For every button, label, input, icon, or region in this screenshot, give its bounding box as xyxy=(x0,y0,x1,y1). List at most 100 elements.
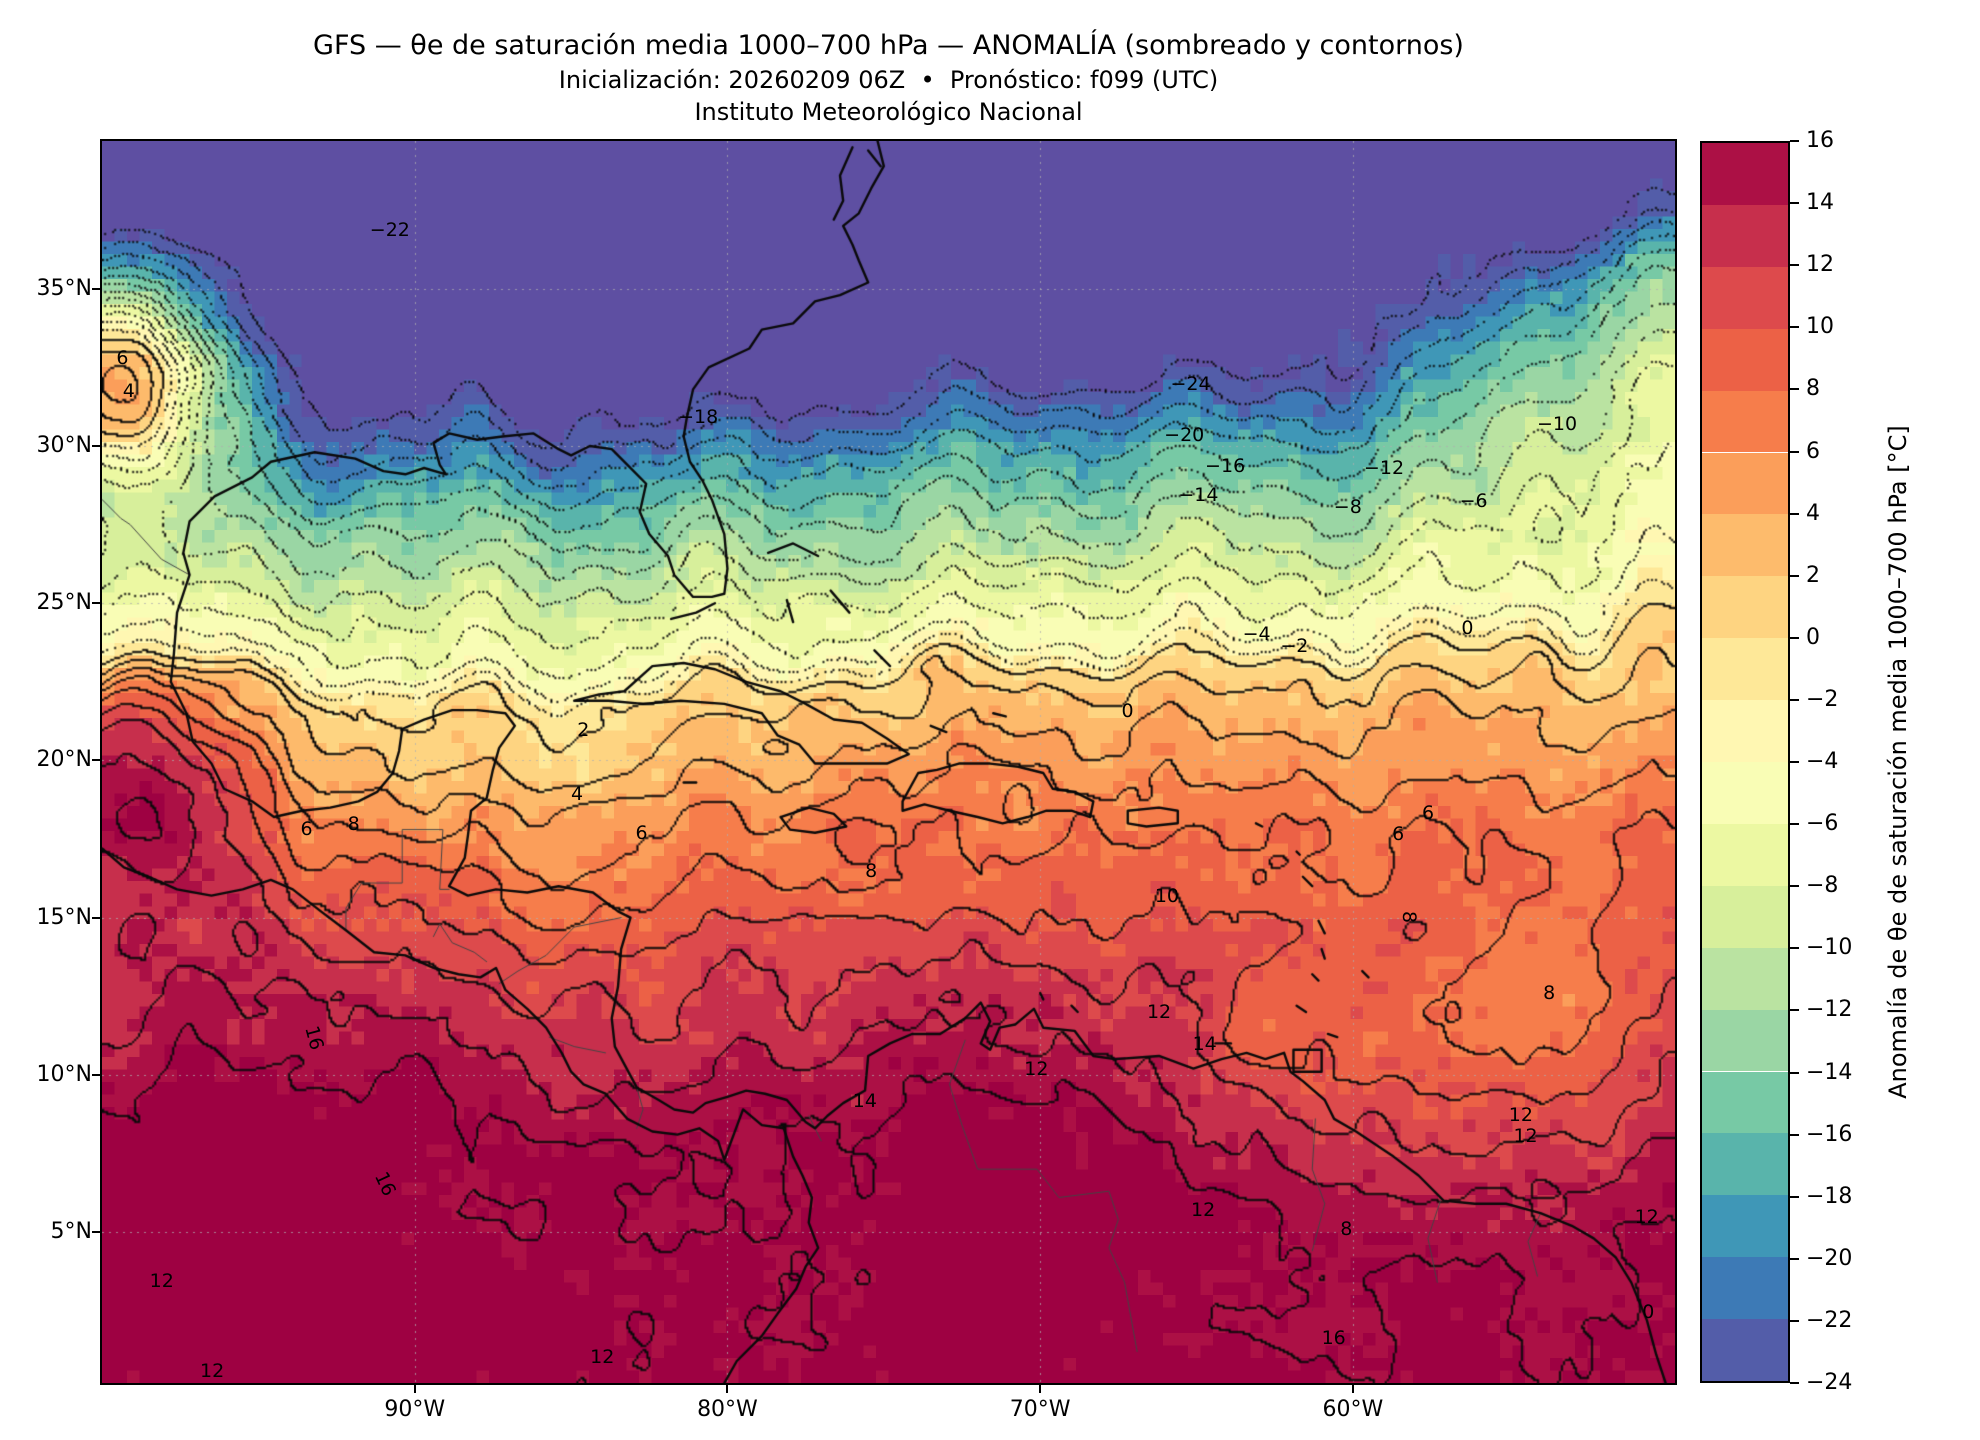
contour-label: 16 xyxy=(1321,1327,1346,1350)
contour-label: 8 xyxy=(1398,911,1421,924)
contour-label: −24 xyxy=(1170,373,1211,396)
lat-tick-label: 15°N xyxy=(36,904,92,930)
colorbar-tick-label: −2 xyxy=(1806,686,1839,712)
colorbar-cell xyxy=(1702,700,1788,762)
colorbar-tick-mark xyxy=(1790,202,1799,205)
contour-label: 12 xyxy=(1634,1205,1659,1228)
contour-label: 12 xyxy=(1191,1199,1216,1222)
colorbar-tick-mark xyxy=(1790,264,1799,267)
colorbar-tick-mark xyxy=(1790,823,1799,826)
contour-label: −14 xyxy=(1178,483,1219,506)
colorbar-tick-mark xyxy=(1790,947,1799,950)
contour-label: −20 xyxy=(1164,424,1205,447)
institution-line: Instituto Meteorológico Nacional xyxy=(694,98,1083,126)
contour-label: −4 xyxy=(1242,623,1271,646)
contour-label: 12 xyxy=(149,1270,174,1293)
colorbar-tick-mark xyxy=(1790,1071,1799,1074)
colorbar-tick-mark xyxy=(1790,1195,1799,1198)
contour-label: −16 xyxy=(1205,455,1246,478)
colorbar-tick-label: 12 xyxy=(1806,252,1834,278)
contour-label: 14 xyxy=(852,1090,877,1113)
contour-label: −6 xyxy=(1459,490,1488,513)
contour-label: 0 xyxy=(1121,700,1134,723)
contour-label: 8 xyxy=(865,860,878,883)
contour-label: 2 xyxy=(577,718,590,741)
colorbar-tick-mark xyxy=(1790,326,1799,329)
contour-label: 12 xyxy=(590,1345,615,1368)
contour-label: 0 xyxy=(1461,616,1474,639)
lat-tick-mark xyxy=(92,916,102,919)
colorbar-tick-mark xyxy=(1790,512,1799,515)
colorbar-tick-label: −16 xyxy=(1806,1121,1853,1147)
colorbar-cell xyxy=(1702,762,1788,824)
colorbar-tick-mark xyxy=(1790,1009,1799,1012)
colorbar-cell xyxy=(1702,328,1788,391)
colorbar-cell xyxy=(1702,390,1788,453)
colorbar-tick-label: −20 xyxy=(1806,1245,1853,1271)
colorbar-cell xyxy=(1702,823,1788,886)
colorbar-tick-label: 14 xyxy=(1806,190,1834,216)
colorbar-tick-label: −4 xyxy=(1806,749,1839,774)
colorbar-cell xyxy=(1702,576,1788,639)
colorbar-cell xyxy=(1702,1133,1788,1196)
contour-label: −18 xyxy=(678,405,719,428)
contour-label: 4 xyxy=(570,783,584,806)
lon-tick-label: 70°W xyxy=(1009,1397,1071,1422)
lon-tick-mark xyxy=(726,1383,729,1393)
contour-label: 8 xyxy=(1340,1217,1353,1240)
colorbar-tick-mark xyxy=(1790,388,1799,391)
colorbar-tick-label: −22 xyxy=(1806,1307,1853,1333)
colorbar-tick-mark xyxy=(1790,450,1799,453)
colorbar-cell xyxy=(1702,947,1788,1010)
lat-tick-mark xyxy=(92,1231,102,1234)
colorbar-tick-label: 6 xyxy=(1806,438,1820,464)
figure-titles: GFS — θe de saturación media 1000–700 hP… xyxy=(102,28,1675,128)
contour-label: 10 xyxy=(1154,885,1179,908)
figure-title: GFS — θe de saturación media 1000–700 hP… xyxy=(313,30,1464,61)
colorbar-tick-label: −8 xyxy=(1806,873,1839,899)
colorbar-tick-mark xyxy=(1790,698,1799,701)
colorbar xyxy=(1700,141,1790,1383)
contour-label: 12 xyxy=(1146,1000,1172,1023)
lat-tick-mark xyxy=(92,759,102,762)
lon-tick-label: 90°W xyxy=(384,1397,446,1422)
contour-label: −2 xyxy=(1280,635,1309,658)
contour-label: −22 xyxy=(369,219,410,242)
colorbar-label: Anomalía de θe de saturación media 1000–… xyxy=(1884,425,1912,1099)
lat-tick-label: 30°N xyxy=(36,432,92,458)
colorbar-tick-mark xyxy=(1790,636,1799,639)
colorbar-cell xyxy=(1702,1319,1788,1381)
lat-tick-label: 5°N xyxy=(50,1219,92,1245)
contour-label: −8 xyxy=(1333,496,1362,519)
lon-tick-label: 80°W xyxy=(697,1397,758,1422)
colorbar-tick-mark xyxy=(1790,1382,1799,1384)
contour-label: −12 xyxy=(1363,456,1405,479)
colorbar-cell xyxy=(1702,143,1788,205)
colorbar-tick-mark xyxy=(1790,1319,1799,1322)
lon-tick-mark xyxy=(1039,1383,1042,1393)
colorbar-tick-mark xyxy=(1790,574,1799,577)
colorbar-tick-label: 8 xyxy=(1806,376,1820,402)
colorbar-cell xyxy=(1702,1071,1788,1134)
colorbar-tick-mark xyxy=(1790,1257,1799,1260)
colorbar-cell xyxy=(1702,204,1788,267)
lat-tick-mark xyxy=(92,444,102,447)
contour-label: 12 xyxy=(200,1359,225,1382)
colorbar-cell xyxy=(1702,1195,1788,1258)
colorbar-tick-label: −6 xyxy=(1806,811,1839,837)
colorbar-tick-label: −10 xyxy=(1806,935,1853,961)
contour-label: 12 xyxy=(1024,1057,1049,1080)
coastlines-canvas xyxy=(102,141,1675,1383)
contour-label: 14 xyxy=(1192,1032,1217,1055)
colorbar-tick-label: −14 xyxy=(1806,1059,1853,1085)
colorbar-tick-label: 4 xyxy=(1806,500,1820,526)
colorbar-tick-mark xyxy=(1790,1133,1799,1136)
contour-label: 6 xyxy=(116,347,129,370)
lat-tick-label: 25°N xyxy=(36,590,92,616)
contour-label: 4 xyxy=(122,379,135,402)
map-plot-area: −22 −18 −24 −20 −16 −14 −12 −10 −8 −6 −4 −2 0 0 2 4 6 6 8 8… xyxy=(102,141,1675,1383)
lon-tick-mark xyxy=(1351,1383,1354,1393)
colorbar-cell xyxy=(1702,1257,1788,1320)
contour-label: 6 xyxy=(635,821,648,844)
